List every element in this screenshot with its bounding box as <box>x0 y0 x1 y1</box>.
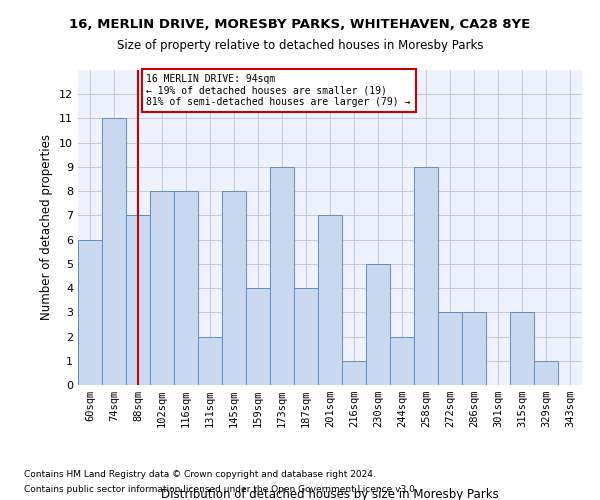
X-axis label: Distribution of detached houses by size in Moresby Parks: Distribution of detached houses by size … <box>161 488 499 500</box>
Bar <box>174 191 198 385</box>
Text: Contains HM Land Registry data © Crown copyright and database right 2024.: Contains HM Land Registry data © Crown c… <box>24 470 376 479</box>
Text: 16 MERLIN DRIVE: 94sqm
← 19% of detached houses are smaller (19)
81% of semi-det: 16 MERLIN DRIVE: 94sqm ← 19% of detached… <box>146 74 411 107</box>
Bar <box>342 361 366 385</box>
Bar <box>390 336 414 385</box>
Y-axis label: Number of detached properties: Number of detached properties <box>40 134 53 320</box>
Bar <box>318 216 342 385</box>
Bar <box>150 191 174 385</box>
Bar <box>366 264 390 385</box>
Text: Size of property relative to detached houses in Moresby Parks: Size of property relative to detached ho… <box>117 39 483 52</box>
Bar <box>222 191 246 385</box>
Bar <box>414 167 438 385</box>
Bar <box>294 288 318 385</box>
Bar <box>534 361 558 385</box>
Text: Contains public sector information licensed under the Open Government Licence v3: Contains public sector information licen… <box>24 485 418 494</box>
Bar <box>438 312 462 385</box>
Bar <box>102 118 126 385</box>
Bar <box>462 312 486 385</box>
Text: 16, MERLIN DRIVE, MORESBY PARKS, WHITEHAVEN, CA28 8YE: 16, MERLIN DRIVE, MORESBY PARKS, WHITEHA… <box>70 18 530 30</box>
Bar <box>126 216 150 385</box>
Bar <box>270 167 294 385</box>
Bar <box>78 240 102 385</box>
Bar <box>246 288 270 385</box>
Bar <box>198 336 222 385</box>
Bar <box>510 312 534 385</box>
